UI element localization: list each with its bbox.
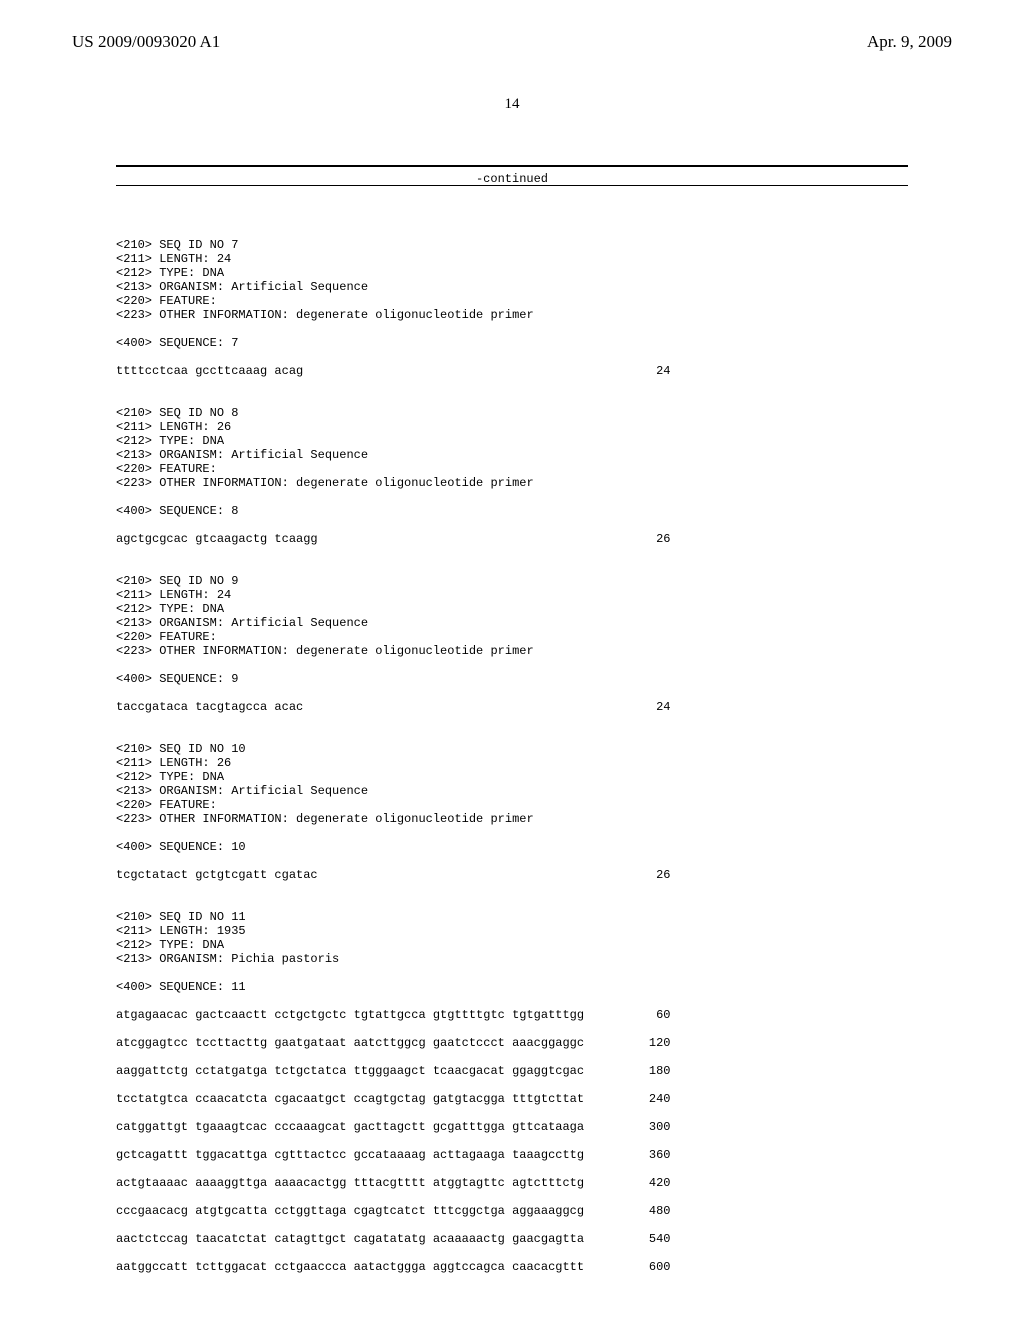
header-left: US 2009/0093020 A1 xyxy=(72,32,220,52)
continued-rule: -continued xyxy=(116,165,908,186)
sequence-listing: <210> SEQ ID NO 7 <211> LENGTH: 24 <212>… xyxy=(116,224,908,1274)
page-header: US 2009/0093020 A1 Apr. 9, 2009 xyxy=(0,32,1024,52)
page-number: 14 xyxy=(0,96,1024,113)
continued-label: -continued xyxy=(476,172,548,186)
header-right: Apr. 9, 2009 xyxy=(867,32,952,52)
